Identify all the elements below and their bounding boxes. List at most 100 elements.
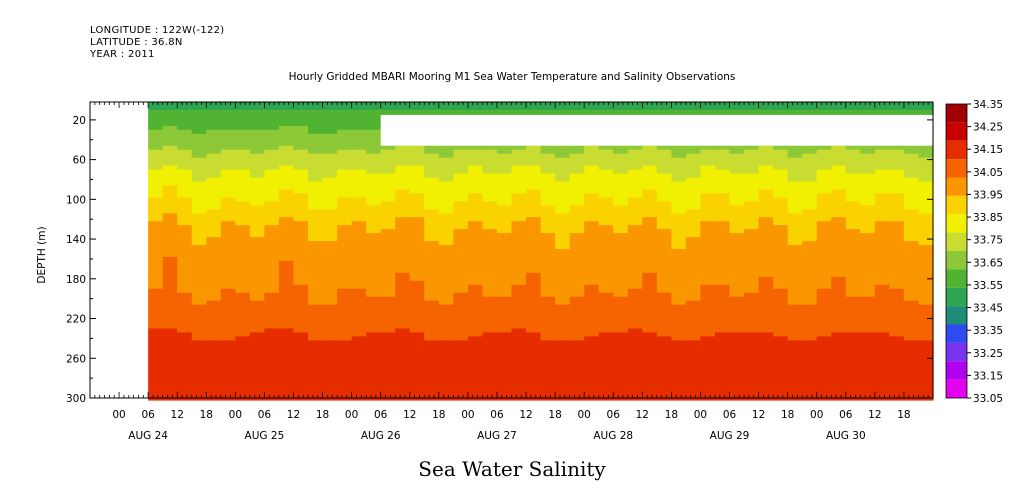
heatmap-cell (191, 125, 207, 131)
heatmap-cell (424, 252, 440, 258)
heatmap-cell (293, 249, 309, 254)
heatmap-cell (496, 173, 513, 179)
heatmap-cell (656, 109, 672, 115)
heatmap-cell (773, 388, 789, 393)
heatmap-cell (656, 157, 672, 163)
heatmap-cell (758, 292, 774, 298)
heatmap-cell (816, 217, 832, 222)
heatmap-cell (366, 344, 382, 349)
heatmap-cell (584, 221, 600, 226)
heatmap-cell (845, 229, 861, 234)
heatmap-cell (235, 237, 251, 242)
heatmap-cell (293, 102, 309, 107)
heatmap-cell (467, 268, 484, 274)
heatmap-cell (511, 165, 527, 171)
heatmap-cell (656, 292, 672, 298)
heatmap-cell (816, 292, 832, 298)
heatmap-cell (802, 229, 818, 234)
heatmap-cell (220, 157, 236, 163)
heatmap-cell (685, 388, 702, 393)
heatmap-cell (482, 229, 498, 234)
heatmap-cell (773, 344, 789, 349)
heatmap-cell (845, 177, 861, 183)
heatmap-cell (162, 177, 178, 183)
y-tick-label: 20 (73, 115, 86, 127)
heatmap-cell (308, 161, 324, 167)
heatmap-cell (802, 241, 818, 246)
heatmap-cell (351, 300, 367, 306)
heatmap-cell (351, 149, 367, 155)
heatmap-cell (220, 237, 236, 242)
heatmap-cell (526, 245, 542, 250)
heatmap-cell (816, 268, 832, 274)
heatmap-cell (831, 177, 847, 183)
heatmap-cell (467, 217, 484, 222)
heatmap-cell (322, 129, 338, 135)
heatmap-cell (409, 197, 425, 202)
heatmap-cell (802, 292, 818, 298)
heatmap-cell (685, 364, 702, 369)
heatmap-cell (380, 328, 396, 334)
heatmap-cell (845, 225, 861, 230)
heatmap-cell (206, 161, 222, 167)
heatmap-cell (802, 352, 818, 357)
heatmap-cell (380, 249, 396, 254)
heatmap-cell (351, 372, 367, 377)
heatmap-cell (758, 252, 774, 258)
heatmap-cell (511, 380, 527, 385)
heatmap-cell (903, 153, 920, 159)
heatmap-cell (816, 280, 832, 286)
heatmap-cell (700, 288, 716, 294)
heatmap-cell (627, 237, 643, 242)
heatmap-cell (337, 276, 353, 282)
heatmap-cell (482, 272, 498, 278)
heatmap-cell (220, 193, 236, 198)
heatmap-cell (874, 324, 890, 330)
heatmap-cell (337, 376, 353, 381)
heatmap-cell (395, 256, 411, 262)
heatmap-cell (787, 292, 803, 298)
heatmap-cell (511, 372, 527, 377)
heatmap-cell (642, 280, 658, 286)
heatmap-cell (337, 205, 353, 210)
heatmap-cell (264, 225, 280, 230)
heatmap-cell (685, 344, 702, 349)
heatmap-cell (453, 181, 469, 187)
heatmap-cell (903, 300, 920, 306)
heatmap-cell (758, 300, 774, 306)
heatmap-cell (903, 245, 920, 250)
heatmap-cell (903, 225, 920, 230)
heatmap-cell (685, 380, 702, 385)
heatmap-cell (496, 280, 513, 286)
heatmap-cell (758, 264, 774, 270)
heatmap-cell (831, 217, 847, 222)
heatmap-cell (293, 185, 309, 191)
heatmap-cell (438, 217, 454, 222)
heatmap-cell (526, 165, 542, 171)
heatmap-cell (264, 113, 280, 119)
heatmap-cell (816, 105, 832, 111)
heatmap-cell (511, 241, 527, 246)
heatmap-cell (249, 272, 266, 278)
heatmap-cell (874, 296, 890, 302)
x-hour-label: 06 (723, 409, 737, 421)
heatmap-cell (453, 237, 469, 242)
heatmap-cell (366, 256, 382, 262)
heatmap-cell (627, 225, 643, 230)
heatmap-cell (424, 300, 440, 306)
heatmap-cell (773, 356, 789, 361)
heatmap-cell (627, 213, 643, 218)
heatmap-cell (627, 344, 643, 349)
heatmap-cell (773, 237, 789, 242)
heatmap-cell (831, 169, 847, 175)
heatmap-cell (758, 241, 774, 246)
heatmap-cell (424, 256, 440, 262)
heatmap-cell (874, 388, 890, 393)
heatmap-cell (555, 102, 571, 107)
heatmap-cell (395, 252, 411, 258)
heatmap-cell (191, 360, 207, 365)
heatmap-cell (148, 102, 164, 107)
heatmap-cell (903, 380, 920, 385)
heatmap-cell (642, 312, 658, 318)
